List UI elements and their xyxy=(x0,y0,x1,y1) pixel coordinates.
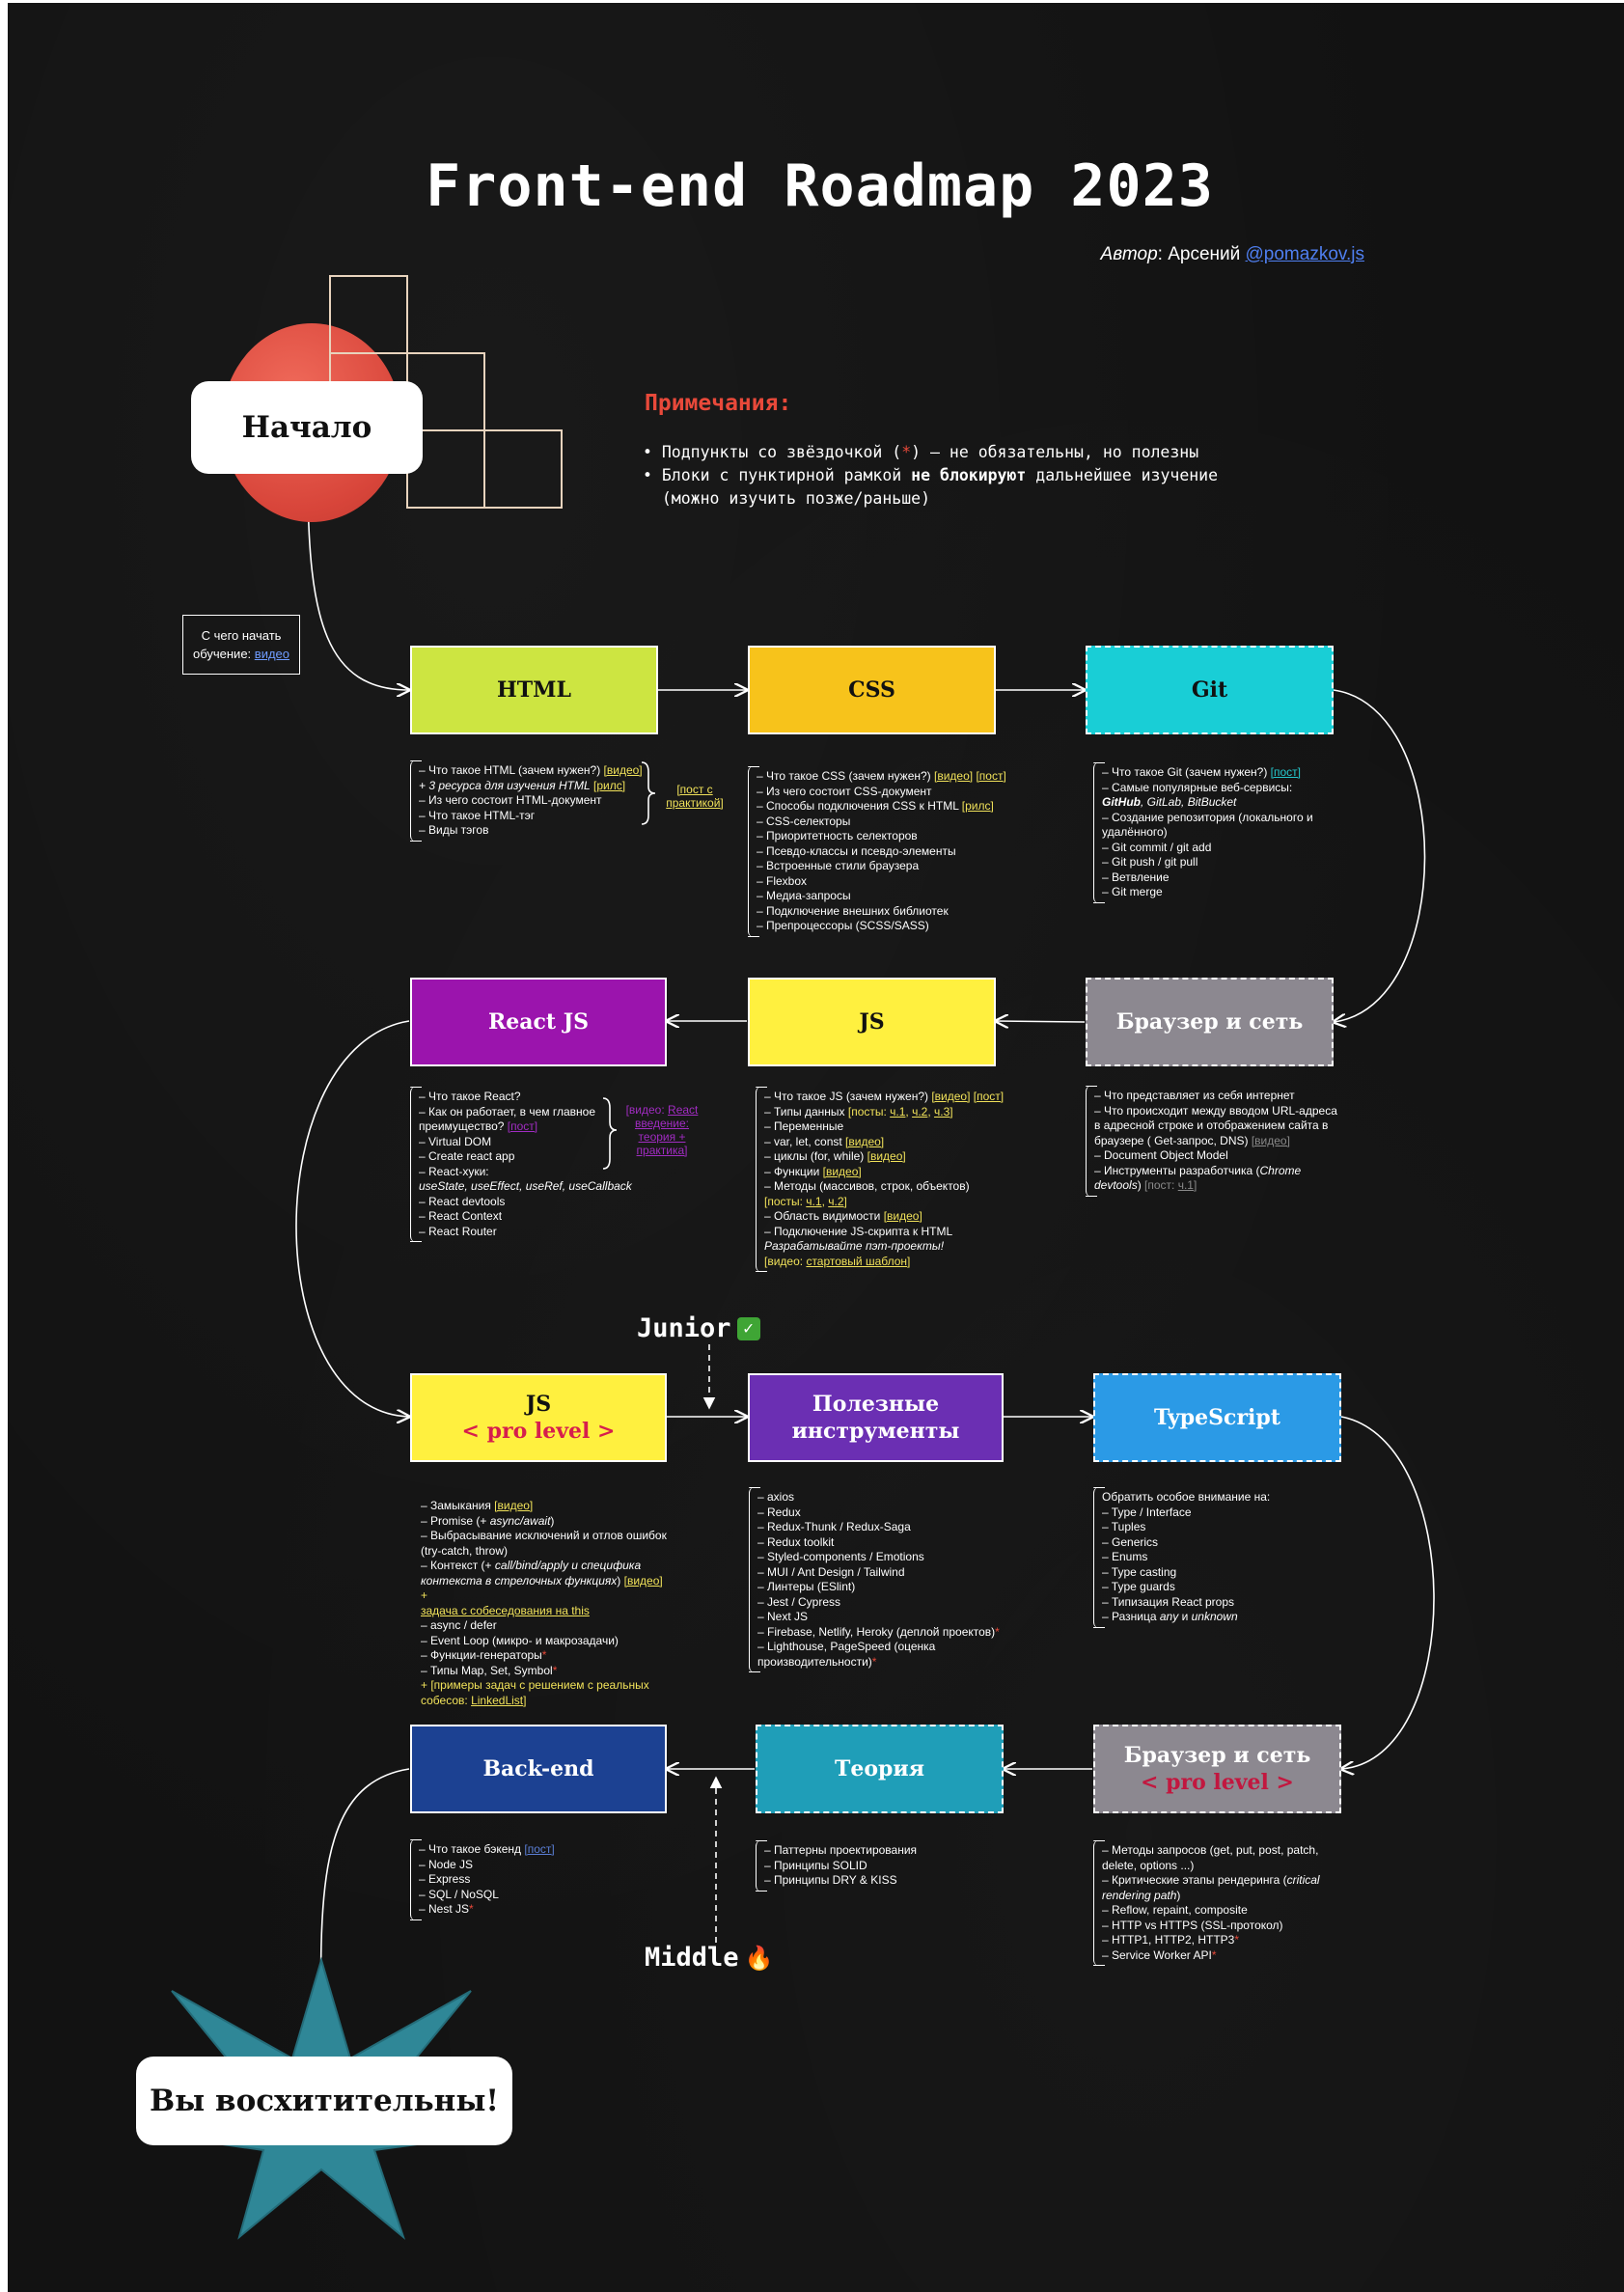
theory-topics: – Паттерны проектирования – Принципы SOL… xyxy=(756,1840,949,1892)
link-start-html xyxy=(307,475,409,690)
css-post-link[interactable]: [пост] xyxy=(976,769,1006,783)
node-react[interactable]: React JS xyxy=(410,978,667,1066)
node-theory[interactable]: Теория xyxy=(756,1725,1004,1813)
page-title: Front-end Roadmap 2023 xyxy=(426,152,1214,220)
node-backend[interactable]: Back-end xyxy=(410,1725,667,1813)
node-tools[interactable]: Полезные инструменты xyxy=(748,1373,1004,1462)
node-browser-pro[interactable]: Браузер и сеть < pro level > xyxy=(1093,1725,1341,1813)
start-video-link[interactable]: видео xyxy=(254,647,289,661)
note-optional: • Подпункты со звёздочкой (*) – не обяза… xyxy=(643,443,1199,461)
css-video-link[interactable]: [видео] xyxy=(934,769,974,783)
js-topics: – Что такое JS (зачем нужен?) [видео] [п… xyxy=(756,1087,1005,1272)
link-ts-browserpro xyxy=(1341,1416,1435,1769)
finish-label: Вы восхитительны! xyxy=(136,2057,512,2145)
notes-list: • Подпункты со звёздочкой (*) – не обяза… xyxy=(643,441,1218,511)
author-name: : Арсений xyxy=(1157,244,1246,264)
html-video-link[interactable]: [видео] xyxy=(603,763,643,777)
link-browser-js xyxy=(996,1021,1086,1022)
decor-square xyxy=(483,429,563,509)
node-js[interactable]: JS xyxy=(748,978,996,1066)
note-dashed-cont: (можно изучить позже/раньше) xyxy=(643,489,931,508)
ts-topics: Обратить особое внимание на: – Type / In… xyxy=(1093,1487,1335,1628)
html-reels-link[interactable]: [рилс] xyxy=(593,778,626,792)
node-css[interactable]: CSS xyxy=(748,646,996,734)
fire-icon: 🔥 xyxy=(744,1945,774,1972)
js-post-link[interactable]: [пост] xyxy=(973,1090,1005,1103)
author-handle-link[interactable]: @pomazkov.js xyxy=(1245,244,1364,264)
node-js-pro[interactable]: JS < pro level > xyxy=(410,1373,667,1462)
git-post-link[interactable]: [пост] xyxy=(1270,765,1301,779)
level-junior: Junior ✓ xyxy=(637,1313,760,1343)
level-middle: Middle 🔥 xyxy=(645,1943,774,1973)
note-dashed: • Блоки с пунктирной рамкой не блокируют… xyxy=(643,466,1219,484)
git-topics: – Что такое Git (зачем нужен?) [пост] – … xyxy=(1093,762,1335,903)
backend-topics: – Что такое бэкенд [пост] – Node JS – Ex… xyxy=(410,1839,584,1920)
html-topics: – Что такое HTML (зачем нужен?) [видео] … xyxy=(410,760,643,842)
html-practice-post-link[interactable]: [пост с практикой] xyxy=(666,783,724,810)
react-topics: – Что такое React? – Как он работает, в … xyxy=(410,1087,632,1242)
tools-topics: – axios – Redux – Redux-Thunk / Redux-Sa… xyxy=(749,1487,1005,1672)
author-prefix: Автор xyxy=(1100,244,1158,264)
react-post-link[interactable]: [пост] xyxy=(507,1119,538,1133)
node-html[interactable]: HTML xyxy=(410,646,658,734)
node-typescript[interactable]: TypeScript xyxy=(1093,1373,1341,1462)
jspro-topics: – Замыкания [видео] – Promise (+ async/a… xyxy=(421,1499,667,1707)
js-video-link[interactable]: [видео] xyxy=(931,1090,971,1103)
browser-post-link[interactable]: ч.1 xyxy=(1177,1178,1194,1192)
node-git[interactable]: Git xyxy=(1086,646,1334,734)
browserpro-topics: – Методы запросов (get, put, post, patch… xyxy=(1093,1840,1339,1966)
browser-video-link[interactable]: [видео] xyxy=(1251,1133,1290,1147)
js-template-link[interactable]: стартовый шаблон xyxy=(806,1254,908,1268)
backend-post-link[interactable]: [пост] xyxy=(524,1842,555,1856)
react-brace xyxy=(602,1097,618,1170)
css-topics: – Что такое CSS (зачем нужен?) [видео] [… xyxy=(748,766,1006,937)
decor-square xyxy=(329,275,408,354)
link-react-jspro xyxy=(295,1020,409,1417)
start-label: Начало xyxy=(191,381,423,474)
this-task-link[interactable]: задача с собеседования на this xyxy=(421,1603,590,1617)
author-line: Автор: Арсений @pomazkov.js xyxy=(1101,244,1364,265)
node-browser[interactable]: Браузер и сеть xyxy=(1086,978,1334,1066)
start-video-box: С чего начать обучение: видео xyxy=(182,615,300,675)
notes-title: Примечания: xyxy=(645,391,792,416)
css-reels-link[interactable]: [рилс] xyxy=(961,799,994,813)
browser-topics: – Что представляет из себя интернет – Чт… xyxy=(1086,1086,1341,1197)
link-git-browser xyxy=(1334,689,1426,1022)
check-icon: ✓ xyxy=(736,1317,760,1340)
linkedlist-link[interactable]: LinkedList xyxy=(471,1693,524,1707)
react-video-link[interactable]: [видео: React введение: теория + практик… xyxy=(625,1103,699,1157)
html-brace xyxy=(641,761,656,825)
